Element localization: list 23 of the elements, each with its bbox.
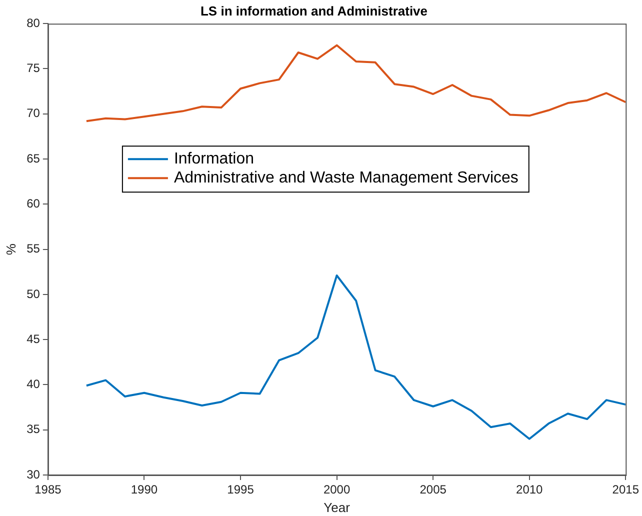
x-tick-label: 1985 xyxy=(34,482,62,497)
x-tick-label: 2000 xyxy=(323,482,350,497)
y-tick-label: 45 xyxy=(26,332,40,346)
y-tick-label: 70 xyxy=(26,106,40,120)
x-tick-label: 2010 xyxy=(516,482,544,497)
y-tick-label: 35 xyxy=(26,422,40,436)
y-tick-label: 55 xyxy=(26,242,40,256)
y-tick-label: 75 xyxy=(26,61,40,76)
x-tick-label: 2015 xyxy=(612,482,640,497)
legend-label: Information xyxy=(174,150,254,168)
y-tick-label: 80 xyxy=(26,16,40,30)
x-tick-label: 2005 xyxy=(420,482,447,497)
legend-label: Administrative and Waste Management Services xyxy=(174,170,518,187)
y-tick-label: 40 xyxy=(26,377,40,392)
x-axis-title: Year xyxy=(324,500,351,515)
chart-title: LS in information and Administrative xyxy=(200,3,428,18)
y-tick-label: 65 xyxy=(26,151,40,166)
y-tick-label: 30 xyxy=(26,467,40,482)
y-axis-title: % xyxy=(3,243,18,256)
y-tick-label: 60 xyxy=(26,196,40,210)
x-tick-label: 1995 xyxy=(227,482,254,497)
x-tick-label: 1990 xyxy=(130,482,158,497)
y-tick-label: 50 xyxy=(26,286,40,301)
